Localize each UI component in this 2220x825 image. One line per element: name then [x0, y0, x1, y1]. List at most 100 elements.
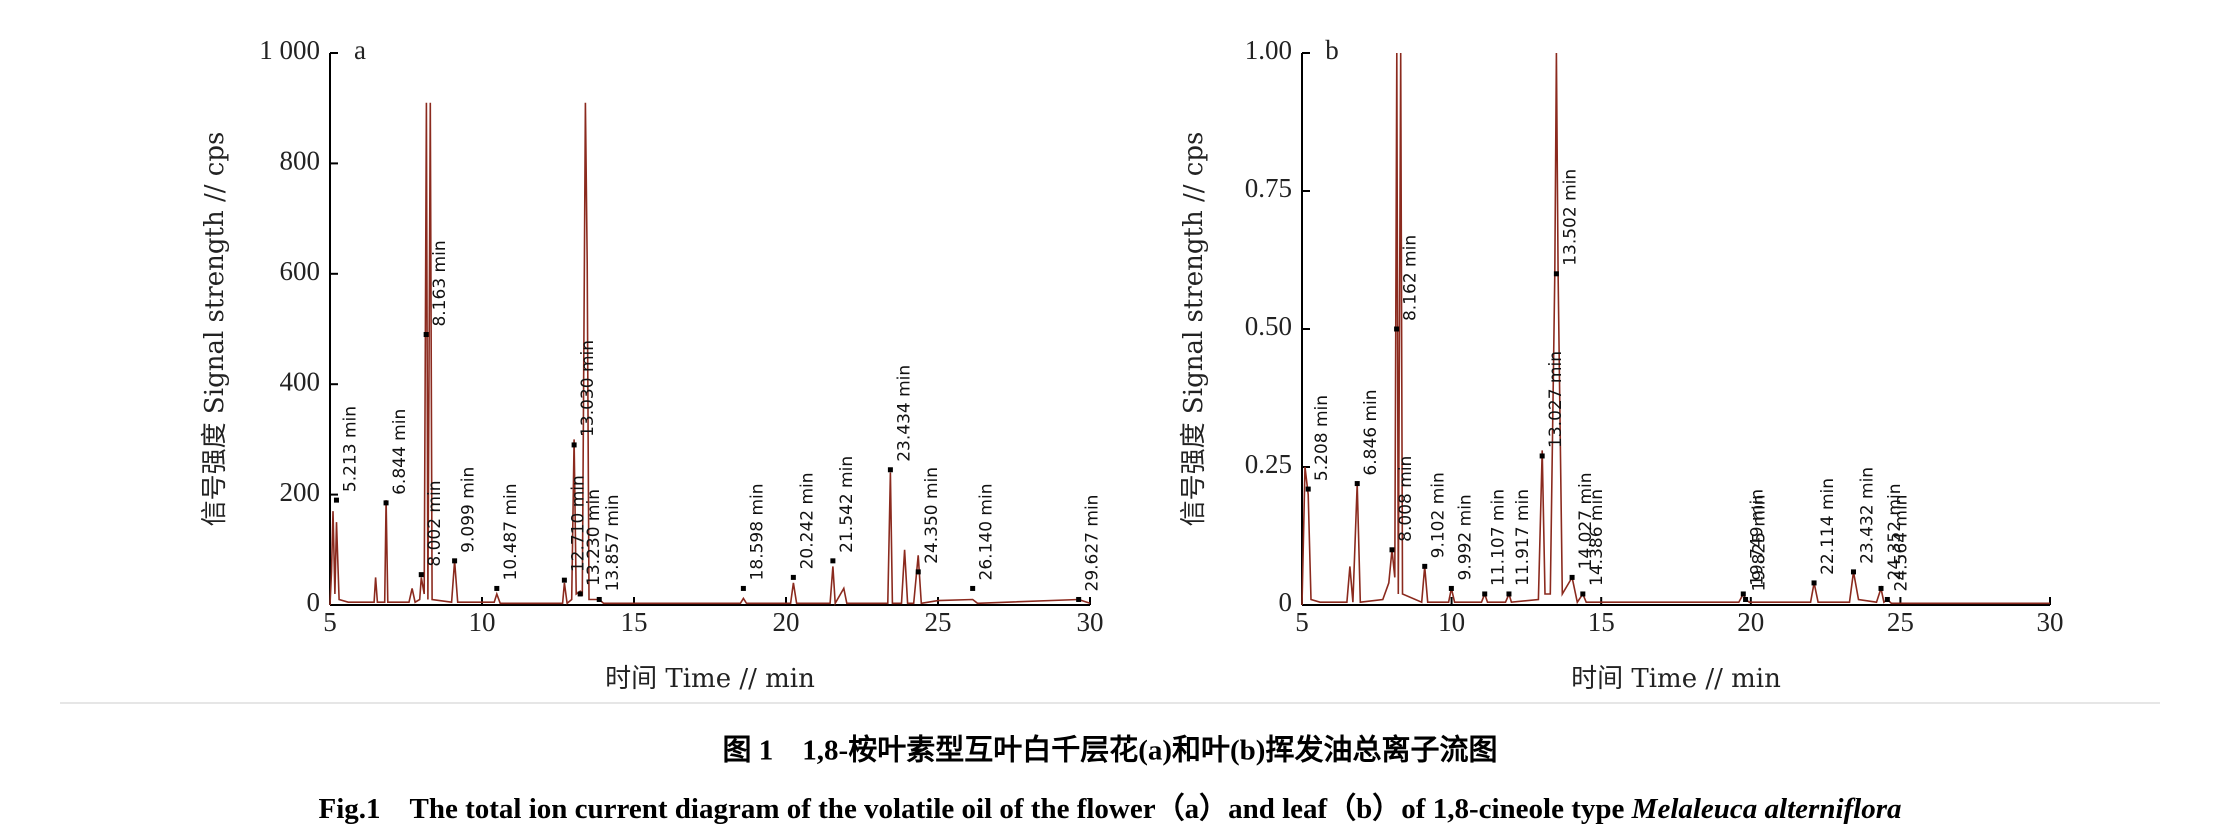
peak-label: 24.350 min: [922, 467, 942, 564]
peak-label: 21.542 min: [837, 456, 857, 553]
peak-label: 6.846 min: [1361, 389, 1381, 475]
signal-line: [329, 102, 1091, 606]
x-axis-label: 时间 Time // min: [605, 664, 815, 694]
peak-marker: [790, 574, 796, 580]
peak-marker: [1422, 563, 1428, 569]
y-tick-label: 0: [1279, 587, 1293, 617]
peak-marker: [1850, 569, 1856, 575]
y-tick-label: 0: [307, 587, 321, 617]
peak-marker: [970, 585, 976, 591]
y-tick-label: 800: [280, 146, 321, 176]
y-axis-label: 信号强度 Signal strength // cps: [200, 132, 230, 527]
signal-line: [1301, 52, 2050, 606]
peak-marker: [1884, 596, 1890, 602]
peak-label: 11.917 min: [1513, 489, 1533, 586]
peak-label: 23.432 min: [1857, 467, 1877, 564]
x-tick-label: 30: [1077, 607, 1104, 637]
peak-label: 11.107 min: [1489, 489, 1509, 586]
peak-label: 19.825 min: [1750, 495, 1770, 592]
peak-label: 14.027 min: [1576, 472, 1596, 569]
peak-label: 19.749 min: [1747, 489, 1767, 586]
y-tick-label: 200: [280, 477, 321, 507]
x-tick-label: 5: [323, 607, 337, 637]
caption-en-text: Fig.1 The total ion current diagram of t…: [318, 792, 1631, 825]
y-tick-label: 1.00: [1245, 35, 1292, 65]
peak-label: 8.002 min: [425, 480, 445, 566]
peak-marker: [1448, 585, 1454, 591]
peak-marker: [596, 596, 602, 602]
peak-marker: [423, 332, 429, 338]
peak-marker: [1553, 271, 1559, 277]
peak-label: 9.099 min: [459, 467, 479, 553]
y-tick-label: 400: [280, 366, 321, 396]
peak-label: 5.213 min: [340, 406, 360, 492]
peak-marker: [1743, 596, 1749, 602]
peak-marker: [1305, 486, 1311, 492]
peak-marker: [452, 558, 458, 564]
y-axis-label: 信号强度 Signal strength // cps: [1179, 132, 1209, 527]
peak-marker: [1076, 596, 1082, 602]
peak-label: 6.844 min: [390, 409, 410, 495]
panel-label: b: [1325, 35, 1339, 65]
y-tick-label: 0.75: [1245, 173, 1292, 203]
peak-label: 8.008 min: [1396, 456, 1416, 542]
x-tick-label: 5: [1295, 607, 1309, 637]
peak-marker: [1740, 591, 1746, 597]
peak-label: 22.114 min: [1818, 478, 1838, 575]
peak-label: 23.434 min: [894, 365, 914, 462]
peak-marker: [1539, 453, 1545, 459]
peak-marker: [571, 442, 577, 448]
peak-label: 10.487 min: [501, 483, 521, 580]
peak-marker: [740, 585, 746, 591]
peak-label: 13.230 min: [584, 489, 604, 586]
panel-label: a: [354, 35, 366, 65]
y-tick-label: 1 000: [259, 35, 320, 65]
peak-label: 8.163 min: [430, 240, 450, 326]
peak-marker: [1482, 591, 1488, 597]
x-tick-label: 20: [773, 607, 800, 637]
y-tick-label: 0.25: [1245, 449, 1292, 479]
peak-marker: [1811, 580, 1817, 586]
peak-marker: [494, 585, 500, 591]
peak-label: 8.162 min: [1401, 235, 1421, 321]
caption-species: Melaleuca alterniflora: [1631, 793, 1902, 825]
x-tick-label: 25: [925, 607, 952, 637]
peak-label: 12.710 min: [568, 475, 588, 572]
peak-marker: [1354, 481, 1360, 487]
peak-marker: [915, 569, 921, 575]
y-tick-label: 0.50: [1245, 311, 1292, 341]
peak-label: 24.564 min: [1891, 495, 1911, 592]
peak-label: 9.992 min: [1455, 494, 1475, 580]
x-axis-label: 时间 Time // min: [1571, 664, 1781, 694]
peak-marker: [1878, 585, 1884, 591]
peak-label: 29.627 min: [1083, 495, 1103, 592]
peak-marker: [383, 500, 389, 506]
x-tick-label: 15: [1588, 607, 1615, 637]
peak-marker: [1506, 591, 1512, 597]
x-tick-label: 25: [1887, 607, 1914, 637]
peak-marker: [1569, 574, 1575, 580]
peak-label: 26.140 min: [977, 483, 997, 580]
peak-marker: [1580, 591, 1586, 597]
x-tick-label: 15: [621, 607, 648, 637]
peak-marker: [1394, 326, 1400, 332]
peak-label: 13.030 min: [578, 340, 598, 437]
peak-label: 18.598 min: [747, 483, 767, 580]
x-tick-label: 30: [2037, 607, 2064, 637]
x-tick-label: 10: [1438, 607, 1465, 637]
peak-marker: [418, 572, 424, 578]
peak-marker: [333, 497, 339, 503]
peak-label: 20.242 min: [797, 472, 817, 569]
peak-label: 24.352 min: [1885, 483, 1905, 580]
peak-label: 13.027 min: [1546, 351, 1566, 448]
peak-marker: [577, 591, 583, 597]
y-tick-label: 600: [280, 256, 321, 286]
caption-en: Fig.1 The total ion current diagram of t…: [318, 792, 1901, 825]
x-tick-label: 20: [1737, 607, 1764, 637]
peak-marker: [1389, 547, 1395, 553]
peak-label: 5.208 min: [1312, 395, 1332, 481]
peak-marker: [887, 467, 893, 473]
peak-label: 14.386 min: [1587, 489, 1607, 586]
peak-label: 9.102 min: [1429, 472, 1449, 558]
